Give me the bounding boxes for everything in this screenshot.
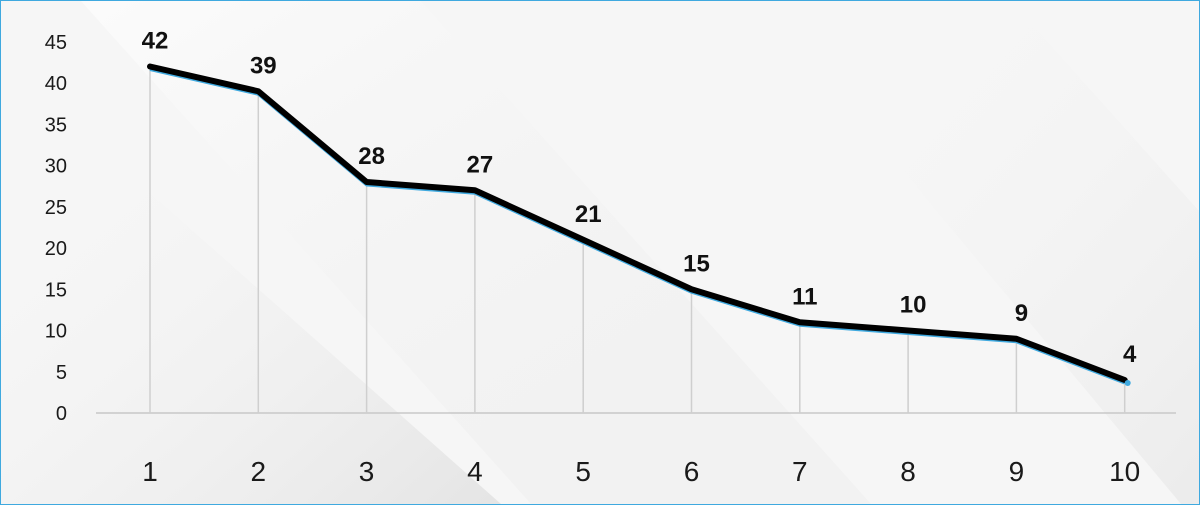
x-tick-label: 4 (467, 456, 483, 487)
x-tick-label: 8 (900, 456, 916, 487)
data-label: 9 (1015, 300, 1028, 327)
data-label: 4 (1123, 341, 1137, 368)
x-tick-label: 6 (684, 456, 700, 487)
data-label: 10 (900, 292, 927, 319)
data-label: 42 (142, 28, 169, 55)
x-tick-label: 5 (575, 456, 591, 487)
series-end-marker (1124, 380, 1131, 386)
y-tick-label: 30 (45, 156, 67, 178)
series-line (147, 63, 1131, 386)
y-axis-ticks: 0 5 10 15 20 25 30 35 40 45 (45, 32, 67, 425)
y-tick-label: 10 (45, 321, 67, 343)
y-tick-label: 25 (45, 197, 67, 219)
y-tick-label: 40 (45, 73, 67, 95)
y-tick-label: 20 (45, 238, 67, 260)
data-point (255, 88, 261, 94)
y-tick-label: 45 (45, 32, 67, 54)
data-label: 11 (792, 283, 817, 310)
data-label: 27 (467, 151, 494, 178)
data-labels: 42 39 28 27 21 15 11 10 9 4 (142, 28, 1137, 369)
x-tick-label: 1 (142, 456, 158, 487)
data-label: 15 (683, 250, 710, 277)
x-tick-label: 7 (792, 456, 808, 487)
y-tick-label: 35 (45, 114, 67, 136)
data-point (580, 237, 586, 243)
x-tick-label: 10 (1109, 456, 1140, 487)
x-axis-ticks: 1 2 3 4 5 6 7 8 9 10 (142, 456, 1140, 487)
x-tick-label: 3 (359, 456, 375, 487)
data-label: 28 (358, 143, 385, 170)
x-tick-label: 2 (251, 456, 267, 487)
data-point (472, 187, 478, 193)
y-tick-label: 5 (56, 362, 67, 384)
data-label: 21 (575, 201, 602, 228)
y-tick-label: 0 (56, 403, 67, 425)
data-point (797, 319, 803, 325)
data-point (364, 179, 370, 185)
y-tick-label: 15 (45, 279, 67, 301)
x-tick-label: 9 (1009, 456, 1025, 487)
data-point (147, 64, 153, 69)
data-point (905, 328, 911, 333)
data-label: 39 (250, 52, 277, 79)
series-line-path (147, 63, 1128, 383)
data-point (689, 286, 694, 292)
data-point (1013, 336, 1019, 342)
drop-lines (149, 66, 1126, 413)
